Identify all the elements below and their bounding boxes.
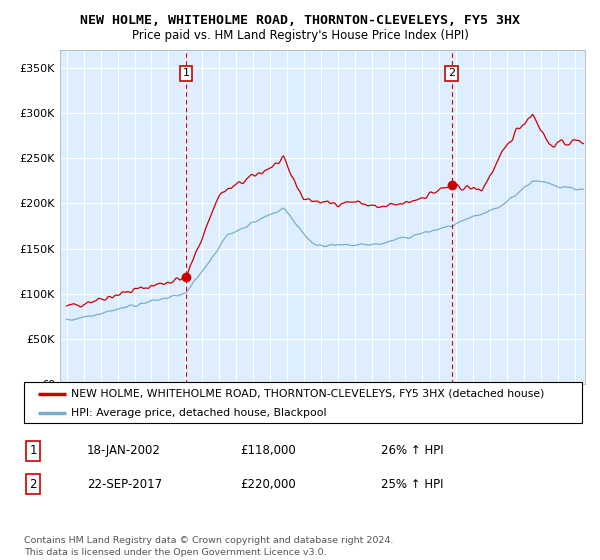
Text: Price paid vs. HM Land Registry's House Price Index (HPI): Price paid vs. HM Land Registry's House … [131, 29, 469, 42]
Text: £118,000: £118,000 [240, 444, 296, 458]
Text: 2: 2 [29, 478, 37, 491]
Text: £220,000: £220,000 [240, 478, 296, 491]
Text: 1: 1 [182, 68, 190, 78]
FancyBboxPatch shape [24, 382, 582, 423]
Text: 18-JAN-2002: 18-JAN-2002 [87, 444, 161, 458]
Text: 22-SEP-2017: 22-SEP-2017 [87, 478, 162, 491]
Text: 1: 1 [29, 444, 37, 458]
Text: HPI: Average price, detached house, Blackpool: HPI: Average price, detached house, Blac… [71, 408, 327, 418]
Text: NEW HOLME, WHITEHOLME ROAD, THORNTON-CLEVELEYS, FY5 3HX: NEW HOLME, WHITEHOLME ROAD, THORNTON-CLE… [80, 14, 520, 27]
Text: 26% ↑ HPI: 26% ↑ HPI [381, 444, 443, 458]
Text: 2: 2 [448, 68, 455, 78]
Text: 25% ↑ HPI: 25% ↑ HPI [381, 478, 443, 491]
Text: NEW HOLME, WHITEHOLME ROAD, THORNTON-CLEVELEYS, FY5 3HX (detached house): NEW HOLME, WHITEHOLME ROAD, THORNTON-CLE… [71, 389, 545, 399]
Text: Contains HM Land Registry data © Crown copyright and database right 2024.
This d: Contains HM Land Registry data © Crown c… [24, 536, 394, 557]
